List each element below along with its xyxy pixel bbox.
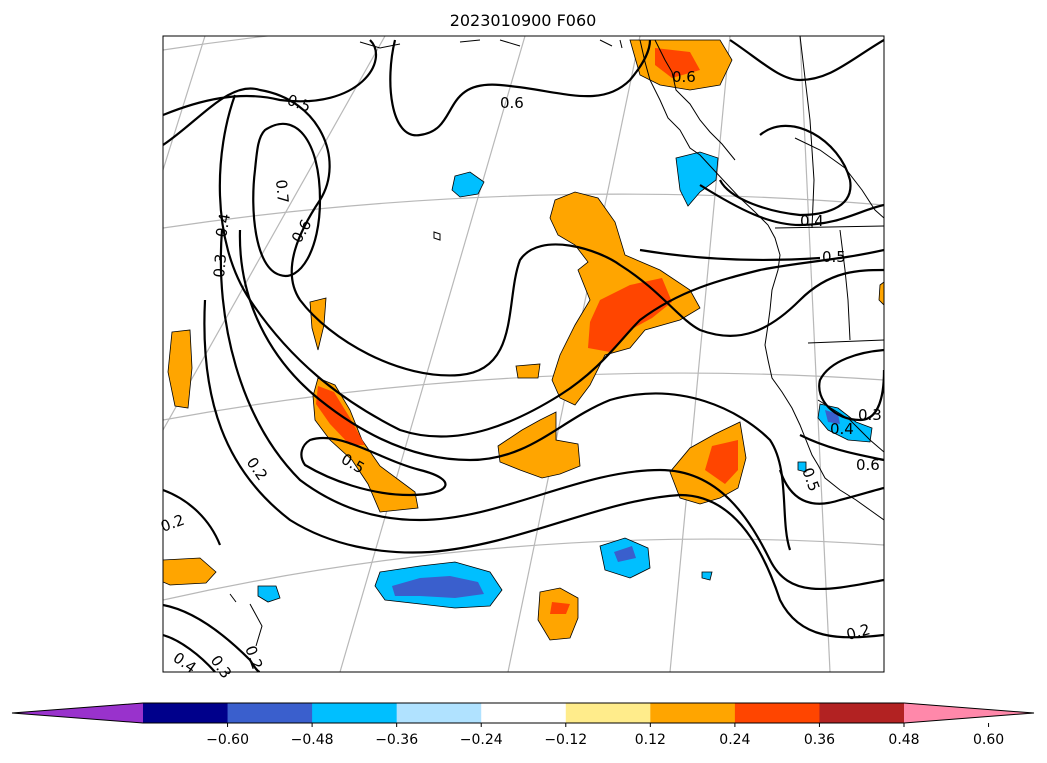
colorbar-tick-label: −0.48	[291, 732, 334, 748]
contour-label: 0.3	[210, 253, 230, 278]
colorbar-cell	[481, 703, 567, 723]
contour-line	[163, 488, 222, 546]
contour-line	[719, 124, 852, 217]
shading-region	[163, 557, 217, 586]
graticule	[163, 36, 884, 672]
contour-label: 0.6	[856, 456, 880, 474]
contour-label: 0.4	[212, 212, 234, 239]
colorbar-cell	[312, 703, 398, 723]
contour-line	[163, 39, 377, 117]
contour-label: 0.4	[800, 212, 824, 230]
contour-label: 0.5	[822, 248, 846, 266]
shading-region	[392, 576, 484, 598]
contour-line	[218, 94, 884, 438]
chart-title: 2023010900 F060	[450, 11, 597, 30]
colorbar-cell	[143, 703, 229, 723]
map-background	[163, 36, 884, 672]
contour-line	[778, 469, 884, 505]
coastline	[433, 231, 441, 241]
shading-region	[167, 329, 193, 409]
colorbar-cell	[819, 703, 905, 723]
coastline	[654, 39, 736, 161]
contour-label: 0.6	[672, 68, 696, 86]
colorbar-tick-label: −0.24	[460, 732, 503, 748]
contour-line	[163, 633, 216, 672]
contour-line	[163, 603, 261, 672]
border-line	[774, 225, 884, 229]
contour-label: 0.6	[500, 94, 524, 112]
contour-label: 0.3	[858, 406, 882, 424]
shading-region	[655, 48, 700, 78]
colorbar-cell	[565, 703, 651, 723]
contour-line	[203, 299, 884, 639]
coastline	[359, 39, 623, 49]
colorbar-cell	[734, 703, 820, 723]
colorbar-cell	[650, 703, 736, 723]
graticule-meridian	[163, 36, 386, 431]
map-frame	[162, 35, 885, 673]
colorbar-cell	[227, 703, 313, 723]
contour-line	[389, 39, 652, 137]
colorbar: −0.60 −0.48 −0.36 −0.24 −0.12 0.12 0.24 0.36 0.4…	[11, 702, 1035, 748]
coastline	[639, 39, 884, 521]
graticule-parallel	[163, 193, 884, 229]
positive-core-shading	[316, 48, 738, 614]
coastlines	[229, 36, 884, 647]
shading-region	[309, 297, 327, 351]
coastline	[794, 137, 884, 219]
shading-region	[797, 461, 807, 473]
graticule-meridian	[163, 36, 206, 171]
contour-line	[252, 122, 322, 278]
contour-line	[799, 434, 884, 462]
contour-label: 0.2	[844, 620, 872, 644]
graticule-parallel	[163, 538, 884, 601]
colorbar-tick-label: 0.48	[888, 732, 919, 748]
shading-region	[675, 151, 719, 207]
graticule-meridian	[339, 36, 526, 672]
contour-line	[818, 348, 884, 422]
colorbar-tick-label: 0.12	[635, 732, 666, 748]
negative-core-shading	[392, 410, 840, 598]
colorbar-tick-label: 0.24	[719, 732, 750, 748]
colorbar-extend-high	[904, 703, 1034, 723]
border-line	[839, 229, 851, 341]
shading-region	[588, 278, 672, 352]
contour-label: 0.4	[830, 420, 854, 438]
contour-line	[639, 248, 821, 262]
contour-line	[300, 436, 447, 497]
shading-region	[550, 602, 570, 614]
border-line	[799, 36, 815, 229]
shading-region	[705, 440, 738, 484]
graticule-meridian	[799, 36, 831, 672]
shading-region	[878, 281, 884, 306]
contour-line	[729, 39, 884, 82]
shading-region	[497, 411, 581, 479]
colorbar-tick-label: −0.60	[206, 732, 249, 748]
contour-line	[219, 229, 884, 590]
colorbar-tick-label: −0.12	[544, 732, 587, 748]
coastline	[229, 593, 263, 647]
contour-line	[238, 229, 792, 551]
coastline	[817, 399, 884, 453]
border-line	[807, 339, 884, 344]
shading-region	[701, 571, 713, 581]
colorbar-extend-low	[12, 703, 143, 723]
map-content	[163, 36, 884, 672]
colorbar-tick-label: −0.36	[375, 732, 418, 748]
contour-line	[163, 87, 884, 377]
shading-region	[451, 171, 485, 198]
contour-lines	[163, 39, 884, 672]
shading-region	[257, 585, 281, 603]
contour-label: 0.7	[272, 179, 292, 204]
colorbar-tick-label: 0.60	[973, 732, 1004, 748]
shading-region	[515, 363, 541, 379]
colorbar-cell	[396, 703, 482, 723]
shading-region	[614, 546, 636, 562]
colorbar-tick-label: 0.36	[804, 732, 835, 748]
colorbar-outline	[11, 702, 1035, 724]
contour-line	[699, 184, 884, 227]
